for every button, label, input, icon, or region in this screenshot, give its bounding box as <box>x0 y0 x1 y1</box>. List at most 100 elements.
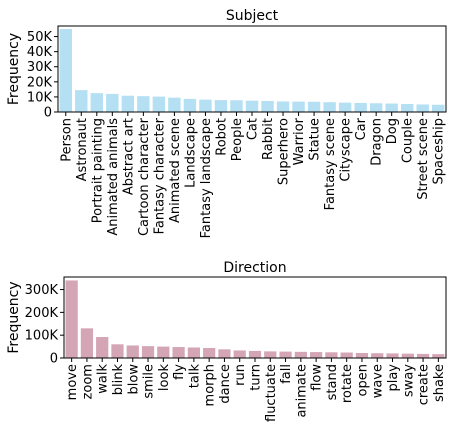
subject-bar-abstract-art <box>121 95 135 112</box>
direction-x-tick-label: rotate <box>340 364 355 403</box>
direction-x-tick-label: morph <box>203 364 218 406</box>
direction-x-tick-label: move <box>65 364 80 400</box>
direction-x-tick-label: look <box>157 364 172 392</box>
direction-bar-animate <box>294 351 307 358</box>
subject-x-tick-label: Robot <box>214 118 229 156</box>
subject-x-tick-label: Cityscape <box>339 118 354 182</box>
subject-bar-animated-animals <box>106 93 119 112</box>
subject-y-axis-label: Frequency <box>6 33 22 105</box>
direction-bar-smile <box>141 346 155 358</box>
direction-bar-blink <box>111 344 124 358</box>
subject-x-tick-label: Superhero <box>277 118 292 185</box>
subject-x-tick-label: People <box>230 118 245 161</box>
direction-bar-fly <box>172 347 185 358</box>
direction-x-tick-label: create <box>417 364 432 405</box>
subject-y-tick-label: 0 <box>44 106 52 121</box>
direction-y-tick-label: 0 <box>50 352 58 367</box>
direction-y-tick-label: 200K <box>25 306 59 321</box>
subject-bar-dragon <box>369 103 383 112</box>
subject-x-tick-label: Cartoon character <box>137 117 152 236</box>
direction-x-tick-label: animate <box>294 364 309 418</box>
subject-x-tick-label: Landscape <box>183 118 198 188</box>
subject-bar-person <box>59 29 72 112</box>
subject-bar-fantasy-scene <box>323 102 336 112</box>
subject-x-tick-label: Abstract art <box>121 118 136 195</box>
subject-y-tick-label: 10K <box>27 90 53 105</box>
direction-x-tick-label: stand <box>325 364 340 400</box>
direction-bar-open <box>355 352 369 358</box>
direction-x-tick-label: wave <box>371 364 386 398</box>
direction-bar-morph <box>203 347 216 358</box>
direction-bar-talk <box>187 347 200 358</box>
subject-bar-fantasy-landscape <box>199 99 212 112</box>
subject-x-tick-label: Animated scene <box>168 118 183 223</box>
subject-bar-couple <box>400 104 414 112</box>
subject-bar-street-scene <box>416 104 429 112</box>
direction-x-tick-label: shake <box>432 364 447 402</box>
subject-x-tick-label: Person <box>59 118 74 162</box>
direction-bar-dance <box>218 349 231 358</box>
subject-bar-fantasy-character <box>152 96 166 112</box>
subject-x-tick-label: Car <box>354 117 369 140</box>
direction-y-tick-label: 300K <box>25 283 59 298</box>
subject-x-tick-label: Astronaut <box>75 118 90 181</box>
subject-x-tick-label: Fantasy landscape <box>199 118 214 238</box>
subject-bar-statue <box>307 101 321 112</box>
direction-bar-sway <box>401 353 414 358</box>
direction-bar-create <box>416 353 430 358</box>
direction-x-tick-label: fall <box>279 364 294 384</box>
direction-x-tick-label: turn <box>249 364 264 391</box>
subject-x-tick-label: Rabbit <box>261 118 276 160</box>
direction-bar-walk <box>96 337 109 358</box>
direction-bar-fluctuate <box>264 351 277 358</box>
subject-x-tick-label: Statue <box>308 118 323 161</box>
direction-x-tick-label: zoom <box>80 364 95 399</box>
subject-bar-people <box>230 100 243 112</box>
direction-x-tick-label: talk <box>187 364 202 389</box>
direction-x-tick-label: open <box>355 364 370 396</box>
subject-y-tick-label: 50K <box>27 30 53 45</box>
subject-bar-landscape <box>183 98 197 112</box>
direction-bar-blow <box>126 345 139 358</box>
direction-y-axis-label: Frequency <box>6 281 22 353</box>
direction-bar-flow <box>310 352 323 358</box>
subject-x-tick-label: Dog <box>385 118 400 144</box>
subject-bar-spaceship <box>432 104 445 112</box>
subject-bar-rabbit <box>261 100 274 112</box>
direction-x-tick-label: fluctuate <box>264 364 279 422</box>
direction-x-tick-label: dance <box>218 364 233 404</box>
subject-bar-dog <box>385 103 398 112</box>
subject-bar-astronaut <box>75 90 88 112</box>
subject-x-tick-label: Street scene <box>416 118 431 200</box>
subject-bar-car <box>354 102 367 112</box>
direction-bar-turn <box>248 350 262 358</box>
direction-x-tick-label: smile <box>142 364 157 399</box>
direction-bar-stand <box>325 352 338 358</box>
subject-x-tick-label: Animated animals <box>106 118 121 236</box>
direction-x-tick-label: play <box>386 364 401 392</box>
direction-x-tick-label: flow <box>310 364 325 391</box>
direction-bar-fall <box>279 351 292 358</box>
direction-y-tick-label: 100K <box>25 329 59 344</box>
direction-x-tick-label: run <box>233 364 248 386</box>
direction-bar-play <box>386 353 399 358</box>
direction-x-tick-label: blow <box>126 364 141 395</box>
subject-bar-cat <box>245 100 259 112</box>
subject-bar-robot <box>214 100 228 112</box>
subject-x-tick-label: Fantasy character <box>152 117 167 234</box>
direction-x-tick-label: walk <box>96 364 111 394</box>
subject-x-tick-label: Portrait painting <box>90 118 105 223</box>
subject-x-tick-label: Cat <box>246 118 261 140</box>
subject-y-tick-label: 40K <box>27 45 53 60</box>
direction-bar-shake <box>432 354 445 358</box>
subject-x-tick-label: Dragon <box>370 118 385 166</box>
subject-y-tick-label: 20K <box>27 75 53 90</box>
direction-x-tick-label: sway <box>401 364 416 397</box>
subject-bar-animated-scene <box>168 97 181 112</box>
subject-y-tick-label: 30K <box>27 60 53 75</box>
subject-x-tick-label: Warrior <box>292 117 307 165</box>
subject-bar-superhero <box>276 101 290 112</box>
direction-x-tick-label: fly <box>172 364 187 380</box>
